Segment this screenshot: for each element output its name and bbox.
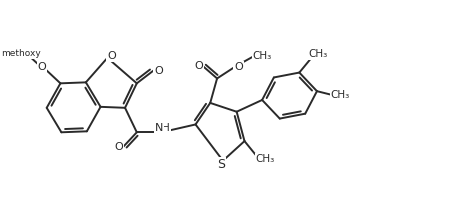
Text: methoxy: methoxy bbox=[1, 50, 41, 58]
Text: CH₃: CH₃ bbox=[330, 90, 349, 100]
Text: H: H bbox=[162, 123, 170, 133]
Text: O: O bbox=[107, 51, 116, 61]
Text: O: O bbox=[154, 66, 162, 76]
Text: N: N bbox=[155, 123, 163, 133]
Text: CH₃: CH₃ bbox=[255, 154, 274, 164]
Text: CH₃: CH₃ bbox=[308, 49, 327, 59]
Text: O: O bbox=[234, 62, 243, 72]
Text: S: S bbox=[217, 158, 224, 171]
Text: O: O bbox=[115, 142, 123, 152]
Text: O: O bbox=[194, 61, 202, 71]
Text: CH₃: CH₃ bbox=[252, 51, 271, 61]
Text: O: O bbox=[37, 62, 46, 72]
